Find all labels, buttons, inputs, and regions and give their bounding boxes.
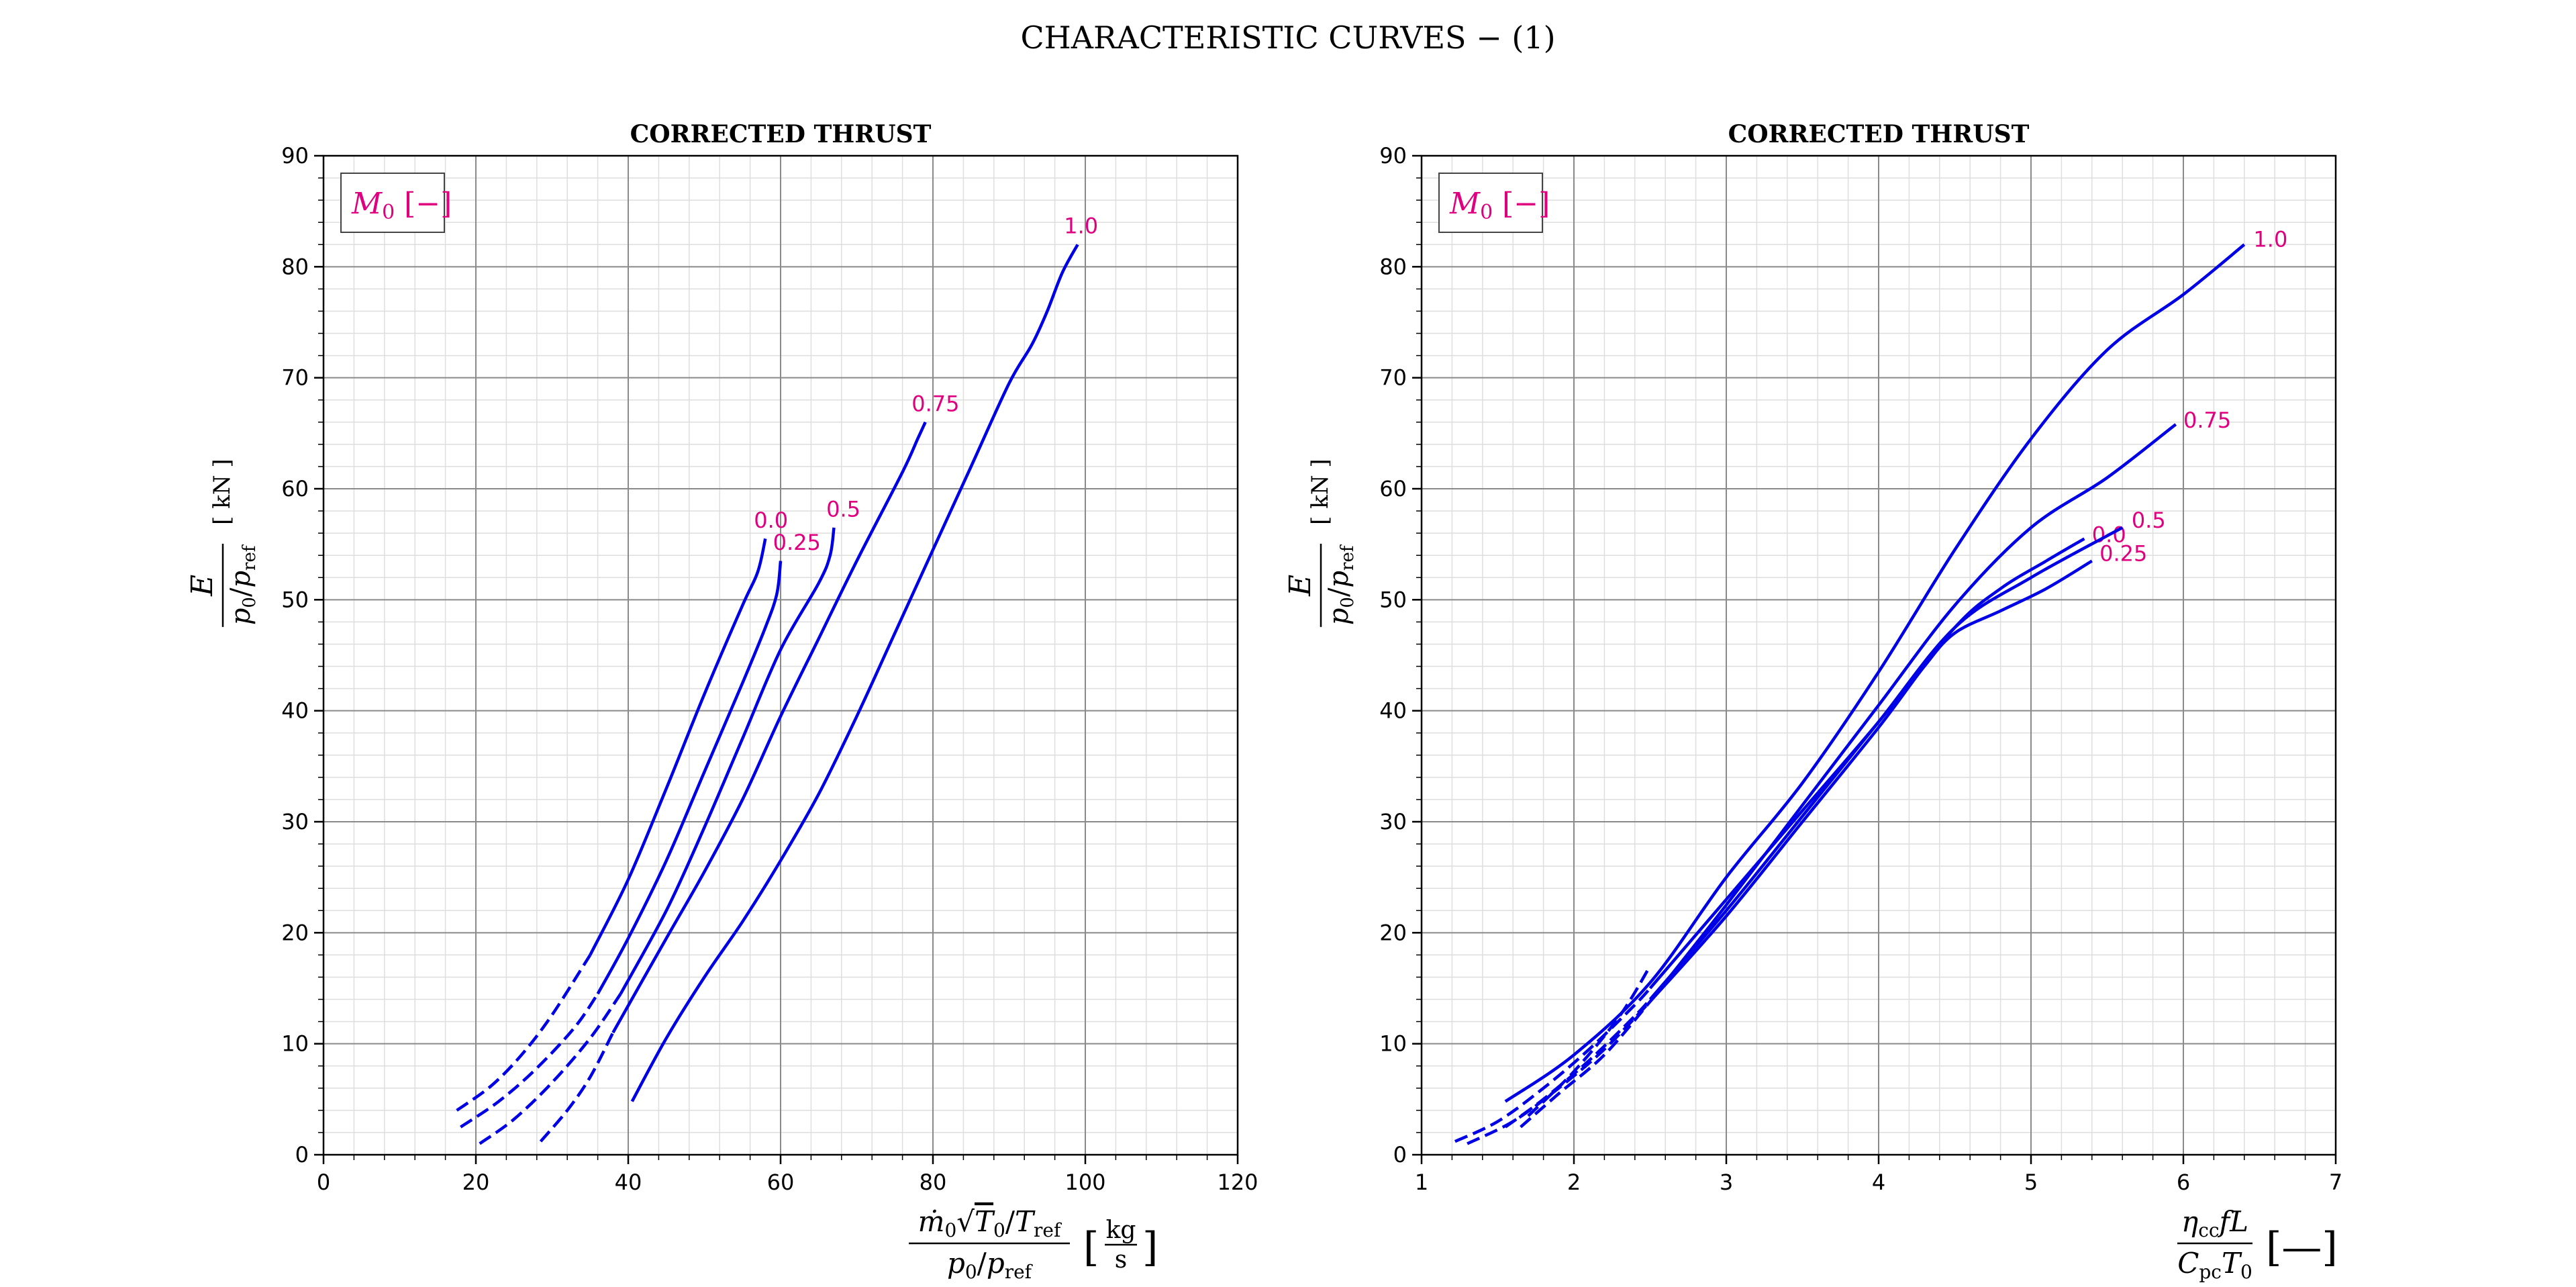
ylabel-right-numerator: E (1283, 575, 1318, 597)
tick-label-x-right: 1 (1415, 1170, 1428, 1195)
series-0_25-line-right (1648, 559, 2093, 1003)
series-layer-left: 0.00.250.5 0.75 1.0 (456, 213, 1098, 1145)
tick-label-y-right: 20 (1379, 920, 1407, 945)
plot-frame-right (1420, 154, 2337, 1156)
tick-label-x-right: 4 (1872, 1170, 1885, 1195)
tick-label-y-right: 80 (1379, 254, 1407, 279)
chart-title-right: CORRECTED THRUST (1728, 120, 2030, 148)
tick-label-y-right: 40 (1379, 698, 1407, 724)
xlabel-left-unit-kg: kg (1106, 1217, 1136, 1244)
tick-label-y-left: 30 (281, 809, 309, 835)
tick-label-y-left: 90 (281, 143, 309, 169)
series-0_5-line-left (619, 527, 836, 995)
legend-left: M0 [−] (340, 173, 452, 233)
xlabel-left-denominator: p0/pref (947, 1247, 1034, 1283)
figure-suptitle: CHARACTERISTIC CURVES − (1) (1020, 19, 1555, 56)
tick-label-y-left: 10 (281, 1031, 309, 1057)
series-label-0_75-left: 0.75 (911, 391, 959, 416)
grid-major-right (1421, 155, 2336, 1155)
chart-left: 0.00.250.5 0.75 1.0 0 20 40 60 80 100 120 0 10 20 30… (185, 120, 1258, 1283)
tick-label-y-left: 70 (281, 365, 309, 391)
ylabel-right-unit: [ kN ] (1307, 459, 1334, 525)
series-label-1_0-right: 1.0 (2253, 227, 2287, 252)
tick-label-y-left: 50 (281, 587, 309, 612)
xlabel-right-numerator: ηccfL (2181, 1205, 2248, 1241)
tick-label-y-right: 70 (1379, 365, 1407, 391)
series-0_75-dashed-right (1520, 1000, 1652, 1129)
tick-label-y-right: 50 (1379, 587, 1407, 612)
tick-label-x-right: 5 (2024, 1170, 2038, 1195)
legend-box-right (1438, 173, 1543, 233)
tick-label-x-left: 100 (1064, 1170, 1105, 1195)
tick-label-y-left: 80 (281, 254, 309, 279)
series-1_0-line-right (1504, 243, 2246, 1103)
tick-label-x-right: 3 (1720, 1170, 1733, 1195)
tick-label-x-left: 40 (615, 1170, 642, 1195)
tick-label-x-right: 7 (2329, 1170, 2342, 1195)
series-0_25-line-left (596, 561, 783, 995)
ylabel-left-numerator: E (185, 575, 219, 597)
series-label-0_75-right: 0.75 (2183, 408, 2231, 433)
tick-label-y-right: 90 (1379, 143, 1407, 169)
chart-right: 0.00.250.50.751.0 1 2 3 4 5 6 7010203040506070… (1283, 120, 2342, 1283)
legend-title-right: M0 [−] (1449, 187, 1550, 224)
series-0_25-dashed-left (460, 993, 599, 1129)
series-label-1_0-left: 1.0 (1064, 213, 1098, 239)
xlabel-left-unit-s: s (1115, 1246, 1127, 1274)
tick-label-y-right: 30 (1379, 809, 1407, 835)
tick-label-y-left: 40 (281, 698, 309, 724)
series-label-0_5-left: 0.5 (826, 496, 860, 522)
legend-title-left: M0 [−] (351, 187, 452, 224)
tick-label-x-left: 80 (920, 1170, 947, 1195)
series-0_0-line-left (589, 538, 767, 956)
series-1_0-line-left (630, 244, 1079, 1102)
xlabel-right: ηccfL CpcT0 [—] (2177, 1205, 2338, 1283)
tick-label-y-right: 10 (1379, 1031, 1407, 1057)
legend-right: M0 [−] (1438, 173, 1550, 233)
xlabel-left-unit-open: [ (1083, 1224, 1099, 1271)
legend-box-left (340, 173, 445, 233)
series-0_75-line-left (611, 421, 927, 1034)
series-label-0_25-right: 0.25 (2099, 540, 2147, 566)
xlabel-right-unit: [—] (2266, 1224, 2338, 1271)
series-0_0-dashed-left (456, 954, 592, 1112)
plot-frame-left (322, 154, 1239, 1156)
series-0_5-dashed-right (1504, 998, 1652, 1129)
series-0_75-dashed-left (539, 1032, 615, 1143)
tick-label-x-right: 6 (2177, 1170, 2190, 1195)
ticks-left: 0 20 40 60 80 100 120 0 10 20 30 40 50 60 70 80 90 (281, 143, 1258, 1195)
tick-label-y-left: 60 (281, 476, 309, 502)
series-0_75-line-right (1648, 423, 2177, 1003)
chart-title-left: CORRECTED THRUST (630, 120, 932, 148)
xlabel-left-numerator: ṁ0√T0/Tref (918, 1205, 1062, 1241)
xlabel-left-unit-close: ] (1142, 1224, 1158, 1271)
series-0_0-dashed-right (1454, 987, 1652, 1143)
tick-label-y-left: 20 (281, 920, 309, 945)
tick-label-y-right: 60 (1379, 476, 1407, 502)
ylabel-right-denominator: p0/pref (1324, 544, 1358, 625)
tick-label-y-right: 0 (1393, 1142, 1407, 1167)
ylabel-left-unit: [ kN ] (209, 459, 236, 525)
ylabel-left: E p0/pref [ kN ] (185, 459, 260, 627)
xlabel-right-denominator: CpcT0 (2177, 1247, 2252, 1283)
tick-label-x-left: 20 (462, 1170, 490, 1195)
series-1_0-dashed-right (1527, 965, 1652, 1117)
ylabel-right: E p0/pref [ kN ] (1283, 459, 1358, 627)
series-layer-right: 0.00.250.50.751.0 (1454, 227, 2287, 1145)
ylabel-left-denominator: p0/pref (226, 544, 260, 625)
series-label-0_25-left: 0.25 (773, 530, 821, 555)
series-label-0_5-right: 0.5 (2132, 508, 2166, 533)
tick-label-x-left: 120 (1217, 1170, 1258, 1195)
grid-major-left (323, 155, 1238, 1155)
tick-label-x-left: 0 (317, 1170, 330, 1195)
tick-label-y-left: 0 (295, 1142, 309, 1167)
tick-label-x-left: 60 (767, 1170, 795, 1195)
xlabel-left: ṁ0√T0/Tref p0/pref [ kg s ] (909, 1205, 1158, 1283)
series-label-0_0-left: 0.0 (754, 508, 788, 533)
series-0_5-line-right (1648, 526, 2124, 1000)
tick-label-x-right: 2 (1567, 1170, 1581, 1195)
series-0_5-dashed-left (479, 993, 622, 1145)
